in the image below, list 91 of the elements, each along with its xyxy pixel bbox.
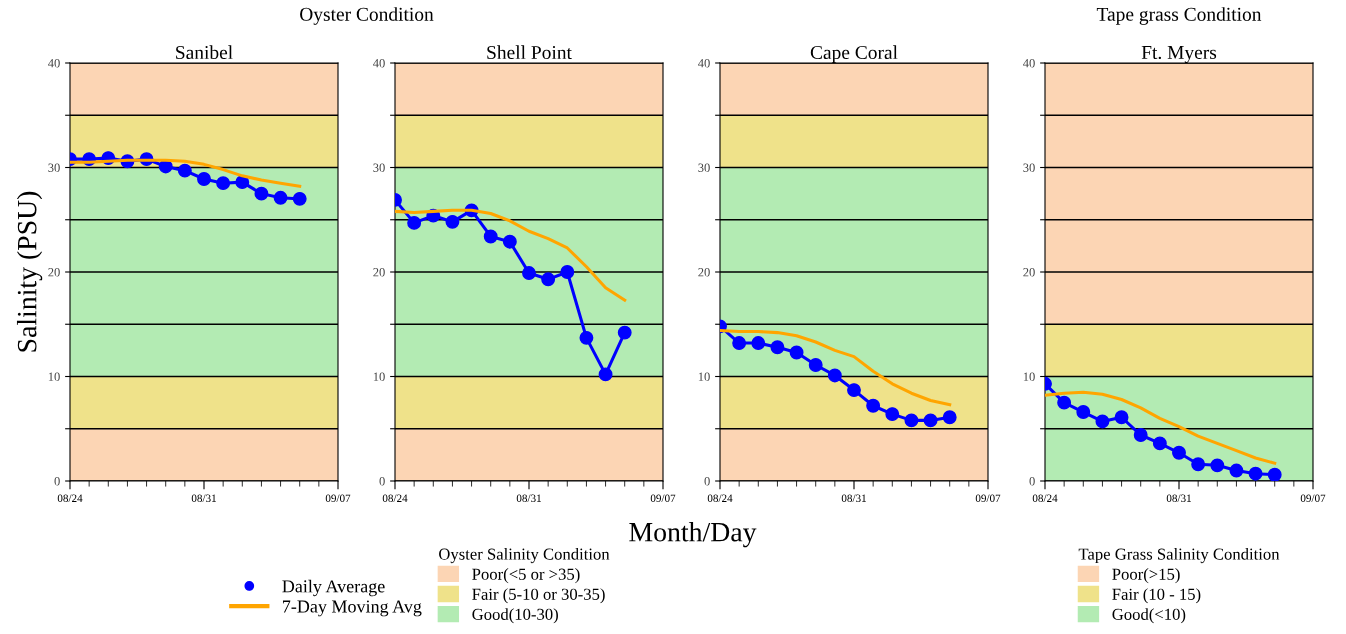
- x-tick-label: 09/07: [650, 494, 676, 503]
- point: [216, 176, 231, 191]
- y-tick-label: 10: [1023, 372, 1035, 381]
- y-axis-title: Salinity (PSU): [16, 191, 43, 352]
- point: [598, 367, 613, 382]
- x-tick-label: 08/24: [1032, 494, 1058, 503]
- legend-label: Good(<10): [1112, 608, 1186, 624]
- point: [445, 214, 460, 229]
- point: [273, 190, 288, 205]
- point: [1267, 467, 1282, 481]
- point: [923, 413, 938, 428]
- x-tick-label: 08/24: [707, 494, 733, 503]
- point: [808, 358, 823, 372]
- y-tick-label: 30: [373, 163, 385, 172]
- point: [1191, 457, 1206, 472]
- legend-label: Poor(>15): [1112, 568, 1180, 584]
- point: [885, 407, 900, 422]
- point: [483, 229, 498, 244]
- x-tick-label: 08/31: [841, 494, 866, 503]
- point: [1095, 414, 1110, 429]
- y-tick-label: 10: [48, 372, 60, 381]
- y-tick-label: 20: [1023, 268, 1035, 277]
- point: [177, 163, 192, 178]
- x-tick-label: 09/07: [975, 494, 1001, 503]
- line-series: [1045, 390, 1277, 465]
- y-tick-label: 20: [373, 268, 385, 277]
- y-tick-label: 40: [373, 59, 385, 68]
- point: [1076, 405, 1091, 419]
- legend-label: Poor(<5 or >35): [472, 568, 580, 584]
- point: [751, 336, 766, 351]
- y-tick-label: 40: [48, 59, 60, 68]
- legend-title: Oyster Salinity Condition: [439, 548, 610, 564]
- x-tick-label: 09/07: [325, 494, 351, 503]
- y-tick-label: 10: [373, 372, 385, 381]
- point: [827, 368, 842, 383]
- y-tick-label: 0: [704, 477, 710, 486]
- point: [407, 215, 422, 230]
- point: [617, 325, 632, 340]
- y-tick-label: 0: [54, 477, 60, 486]
- point: [770, 340, 785, 355]
- point: [942, 410, 957, 425]
- point: [1248, 466, 1263, 481]
- point: [904, 413, 919, 428]
- legend-title: Tape Grass Salinity Condition: [1078, 548, 1280, 564]
- point: [254, 186, 269, 201]
- y-tick-label: 20: [698, 268, 710, 277]
- y-tick-label: 0: [379, 477, 385, 486]
- legend-label: 7-Day Moving Avg: [283, 600, 422, 617]
- y-tick-label: 20: [48, 268, 60, 277]
- text: Oyster Condition: [300, 7, 434, 25]
- point: [1114, 410, 1129, 425]
- point: [292, 191, 307, 206]
- x-axis-title: Month/Day: [629, 522, 757, 548]
- y-tick-label: 30: [48, 163, 60, 172]
- point: [847, 383, 861, 398]
- x-tick-label: 08/31: [1166, 494, 1191, 503]
- chart-title: Ft. Myers: [1141, 46, 1217, 63]
- legend-label: Fair (10 - 15): [1112, 588, 1201, 604]
- point: [1152, 436, 1167, 451]
- point: [579, 330, 594, 345]
- y-tick-label: 30: [698, 163, 710, 172]
- point: [1172, 445, 1186, 460]
- y-tick-label: 40: [1023, 59, 1035, 68]
- x-tick-label: 08/31: [516, 494, 541, 503]
- x-tick-label: 09/07: [1300, 494, 1326, 503]
- point: [502, 234, 517, 249]
- chart-title: Shell Point: [487, 45, 572, 60]
- point: [732, 336, 747, 351]
- legend-label: Fair (5-10 or 30-35): [472, 588, 605, 604]
- point: [866, 398, 881, 413]
- x-tick-label: 08/24: [57, 494, 83, 503]
- point: [560, 265, 575, 279]
- point: [1133, 428, 1148, 442]
- legend-label: Daily Average: [282, 579, 385, 597]
- y-tick-label: 30: [1023, 163, 1035, 172]
- text: Tape grass Condition: [1096, 7, 1262, 25]
- x-tick-label: 08/31: [191, 494, 216, 503]
- point: [1057, 395, 1072, 410]
- y-tick-label: 40: [698, 59, 710, 68]
- point: [789, 345, 804, 360]
- chart-title: Cape Coral: [810, 45, 898, 63]
- point: [522, 266, 536, 280]
- point: [197, 172, 211, 186]
- y-tick-label: 10: [698, 372, 710, 381]
- y-tick-label: 0: [1029, 477, 1035, 486]
- chart-title: Sanibel: [176, 45, 233, 60]
- point: [1210, 458, 1225, 473]
- point: [1229, 463, 1244, 478]
- point: [541, 272, 556, 287]
- x-tick-label: 08/24: [382, 494, 408, 503]
- legend-label: Good(10-30): [472, 608, 558, 624]
